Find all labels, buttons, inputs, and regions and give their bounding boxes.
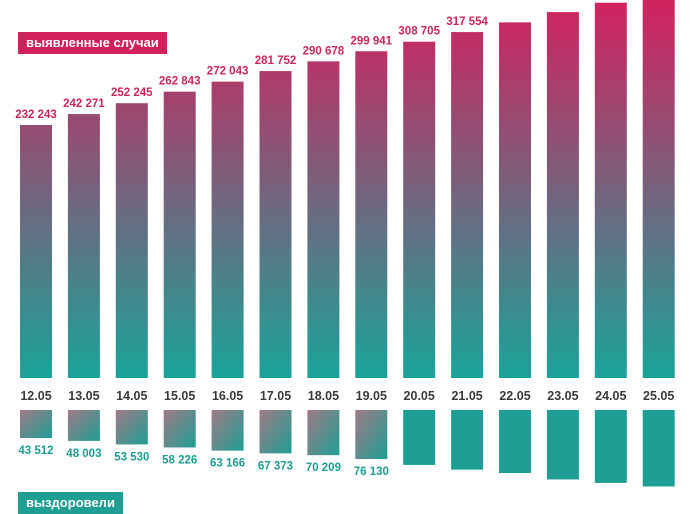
date-label: 21.05	[451, 389, 482, 403]
date-label: 20.05	[404, 389, 435, 403]
recovered-bar-25.05	[642, 410, 675, 487]
recovered-bar-19.05	[355, 410, 388, 459]
date-label: 24.05	[595, 389, 626, 403]
recovered-value-label: 67 373	[258, 460, 293, 472]
cases-bar-12.05	[20, 125, 52, 378]
legend-recovered-label: выздоровели	[18, 492, 123, 514]
date-label: 14.05	[116, 389, 147, 403]
date-label: 15.05	[164, 389, 195, 403]
cases-bar-22.05	[499, 22, 531, 379]
cases-bar-14.05	[115, 103, 148, 378]
date-label: 16.05	[212, 389, 243, 403]
recovered-bar-24.05	[594, 410, 627, 483]
cases-bar-15.05	[163, 91, 196, 378]
x-axis-date-labels: 12.05 13.05 14.05 15.05 16.05 17.05 18.05 19.05…	[20, 389, 674, 403]
recovered-bars	[20, 410, 675, 487]
cases-value-label: 281 752	[255, 55, 297, 67]
legend-cases-label: выявленные случаи	[18, 32, 167, 54]
recovered-bar-17.05	[259, 410, 292, 454]
cases-bar-21.05	[451, 32, 484, 379]
date-label: 19.05	[356, 389, 387, 403]
recovered-bar-16.05	[211, 410, 244, 451]
cases-value-label: 252 245	[111, 87, 153, 99]
cases-value-label: 232 243	[15, 109, 57, 121]
cases-value-labels: 232 243 242 271 252 245 262 843 272 043 281 7…	[15, 16, 488, 121]
recovered-value-labels: 43 512 48 003 53 530 58 226 63 166 67 373 70 2…	[18, 445, 388, 478]
cases-value-label: 290 678	[303, 45, 345, 57]
cases-bar-13.05	[67, 114, 100, 378]
recovered-bar-20.05	[403, 410, 436, 465]
cases-bar-17.05	[259, 71, 292, 378]
cases-value-label: 308 705	[398, 26, 440, 38]
date-label: 23.05	[547, 389, 578, 403]
cases-bar-23.05	[546, 12, 579, 378]
recovered-bar-23.05	[546, 410, 579, 480]
cases-value-label: 242 271	[63, 98, 105, 110]
cases-bar-18.05	[307, 61, 340, 379]
cases-bars	[20, 0, 675, 379]
recovered-value-label: 76 130	[354, 466, 389, 478]
date-label: 17.05	[260, 389, 291, 403]
recovered-bar-13.05	[67, 410, 100, 441]
recovered-bar-22.05	[499, 410, 531, 474]
recovered-bar-18.05	[307, 410, 340, 456]
cases-value-label: 262 843	[159, 76, 201, 88]
cases-value-label: 317 554	[446, 16, 488, 28]
recovered-bar-12.05	[20, 410, 52, 438]
recovered-bar-14.05	[115, 410, 148, 445]
cases-value-label: 272 043	[207, 66, 249, 78]
recovered-bar-15.05	[163, 410, 196, 448]
date-label: 13.05	[68, 389, 99, 403]
date-label: 22.05	[499, 389, 530, 403]
date-label: 18.05	[308, 389, 339, 403]
recovered-value-label: 58 226	[162, 454, 197, 466]
date-label: 12.05	[20, 389, 51, 403]
date-label: 25.05	[643, 389, 674, 403]
recovered-value-label: 70 209	[306, 462, 341, 474]
cases-bar-20.05	[403, 41, 436, 379]
cases-bar-24.05	[594, 2, 627, 379]
recovered-value-label: 53 530	[114, 451, 149, 463]
cases-bar-19.05	[355, 51, 388, 379]
cases-bar-16.05	[211, 81, 244, 379]
recovered-value-label: 43 512	[18, 445, 53, 457]
cases-bar-25.05	[642, 0, 675, 378]
cases-value-label: 299 941	[351, 35, 393, 47]
recovered-value-label: 63 166	[210, 458, 245, 470]
recovered-value-label: 48 003	[66, 448, 101, 460]
recovered-bar-21.05	[451, 410, 484, 470]
